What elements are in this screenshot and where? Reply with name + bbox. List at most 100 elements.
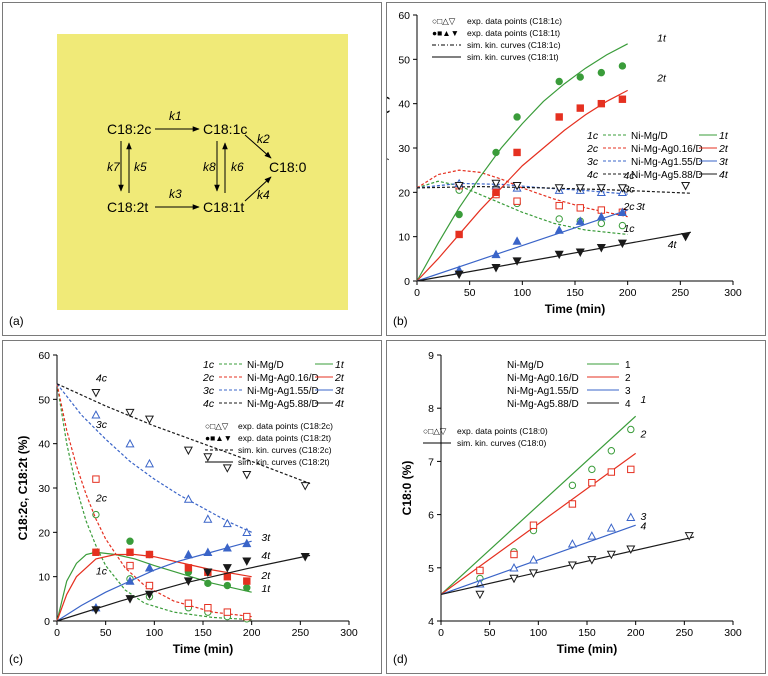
series-annotation-b-2t: 2t (656, 73, 667, 85)
data-point-c-3c (144, 458, 155, 468)
data-point-c-2c (92, 475, 100, 483)
label-k6: k6 (231, 160, 244, 174)
species-c18-2c: C18:2c (107, 121, 151, 137)
data-point-c-2t (145, 550, 154, 559)
data-point-c-2c (243, 612, 251, 621)
data-point-c-4t (203, 568, 213, 577)
data-point-d-3 (528, 555, 539, 564)
data-point-b-4c (554, 184, 564, 193)
y-tick-label-c: 10 (38, 572, 50, 584)
series-curve-c-4c (56, 383, 311, 485)
x-tick-label-c: 100 (146, 627, 164, 639)
data-point-b-2c (576, 204, 584, 212)
data-point-b-2t (455, 230, 463, 239)
data-point-b-1t (513, 113, 521, 121)
label-k1: k1 (169, 109, 182, 123)
data-point-b-1t (492, 148, 500, 157)
data-point-c-4t (125, 595, 135, 604)
data-point-b-4t (681, 232, 691, 242)
legend-c-c1: 1c (203, 359, 215, 371)
panel-a: C18:2c C18:1c C18:0 C18:2t C18:1t k1 k3 … (2, 2, 382, 336)
panel-d: 0 50 100 150 200 250 300 4 5 6 7 8 9 Time (min) C18:0 … (386, 340, 766, 674)
data-point-d-1 (627, 425, 635, 434)
data-point-c-4t (242, 557, 252, 566)
legend-c-t3: 3t (335, 385, 345, 397)
data-point-b-3t (512, 236, 522, 245)
series-annotation-c-1t: 1t (261, 583, 271, 595)
legend-d-label-2: sim. kin. curves (C18:0) (457, 438, 546, 448)
data-point-b-4t (575, 248, 585, 257)
data-point-c-1t (223, 581, 232, 590)
y-tick-label-b: 10 (398, 232, 410, 244)
series-annotation-d-4: 4 (641, 520, 647, 532)
legend-b-label-1: exp. data points (C18:1c) (467, 16, 562, 26)
data-point-b-3t (617, 207, 627, 216)
series-annotation-c-2c: 2c (95, 492, 108, 504)
y-axis-title-c: C18:2c, C18:2t (%) (16, 436, 30, 541)
species-c18-2t: C18:2t (107, 199, 148, 215)
series-curve-b-4t (416, 231, 691, 282)
series-annotation-b-1t: 1t (657, 33, 667, 45)
legend-c-label-4: sim. kin. curves (C18:2t) (238, 457, 330, 467)
data-point-c-4c (222, 464, 232, 473)
data-point-d-1 (568, 481, 577, 490)
series-curve-b-2c (416, 169, 628, 218)
legend-c-cat3: Ni-Mg-Ag1.55/D (247, 386, 319, 397)
legend-c-c4: 4c (203, 398, 215, 410)
legend-b-c3: 3c (587, 156, 599, 168)
chart-d: 0 50 100 150 200 250 300 4 5 6 7 8 9 Time (min) C18:0 … (393, 350, 742, 666)
x-tick-label-c: 300 (340, 627, 358, 639)
scheme-background (57, 34, 348, 310)
legend-c-sym-2: ●■▲▼ (205, 433, 232, 443)
species-c18-1t: C18:1t (203, 199, 244, 215)
data-point-c-2c (184, 599, 193, 607)
legend-c-label-1: exp. data points (C18:2c) (238, 421, 333, 431)
data-point-d-2 (529, 521, 538, 529)
legend-b-t2: 2t (718, 143, 729, 155)
data-point-d-2 (510, 550, 518, 559)
legend-d-num1: 1 (625, 360, 631, 371)
data-point-b-1t (618, 62, 627, 70)
data-point-d-2 (476, 566, 484, 575)
data-point-d-3 (626, 512, 636, 521)
data-point-c-3t (222, 543, 232, 552)
series-curve-c-1c (56, 383, 252, 621)
legend-c-cat4: Ni-Mg-Ag5.88/D (247, 399, 319, 410)
legend-c-cat1: Ni-Mg/D (247, 360, 284, 371)
data-point-b-1t (597, 68, 606, 77)
data-point-d-4 (475, 590, 485, 600)
series-curve-d-3 (440, 524, 636, 595)
x-axis-title-b: Time (min) (545, 302, 605, 316)
data-point-c-4c (242, 471, 252, 480)
series-annotation-b-4c: 4c (623, 170, 635, 182)
data-point-c-4c (91, 388, 101, 398)
data-point-c-1t (243, 584, 251, 592)
legend-d-sym-1: ○□△▽ (423, 426, 447, 436)
data-point-b-1c (555, 215, 563, 223)
series-curve-c-3c (56, 383, 252, 533)
y-tick-label-d: 6 (428, 510, 434, 522)
x-tick-label-b: 300 (724, 287, 742, 299)
y-tick-label-c: 30 (38, 483, 50, 495)
legend-b-c2: 2c (586, 143, 599, 155)
data-point-b-4t (454, 270, 464, 280)
data-point-b-2t (576, 104, 584, 112)
data-point-b-2t (618, 95, 627, 103)
x-tick-label-d: 50 (484, 627, 496, 639)
data-point-c-4t (183, 577, 193, 586)
data-point-c-3c (91, 410, 101, 419)
legend-b-sym-1: ○□△▽ (432, 16, 456, 26)
species-c18-0: C18:0 (269, 159, 307, 175)
reaction-scheme: C18:2c C18:1c C18:0 C18:2t C18:1t k1 k3 … (9, 34, 348, 328)
legend-b-c4: 4c (587, 169, 599, 181)
x-tick-label-d: 200 (627, 627, 645, 639)
data-point-c-2t (92, 548, 100, 556)
x-axis-title-d: Time (min) (557, 642, 617, 656)
y-tick-label-b: 60 (398, 10, 410, 22)
data-point-c-4c (183, 446, 193, 456)
series-curve-b-3c (416, 182, 628, 195)
y-tick-label-b: 20 (398, 187, 410, 199)
series-curve-c-2c (56, 383, 252, 618)
data-point-d-4 (509, 574, 519, 584)
x-tick-label-c: 250 (292, 627, 310, 639)
